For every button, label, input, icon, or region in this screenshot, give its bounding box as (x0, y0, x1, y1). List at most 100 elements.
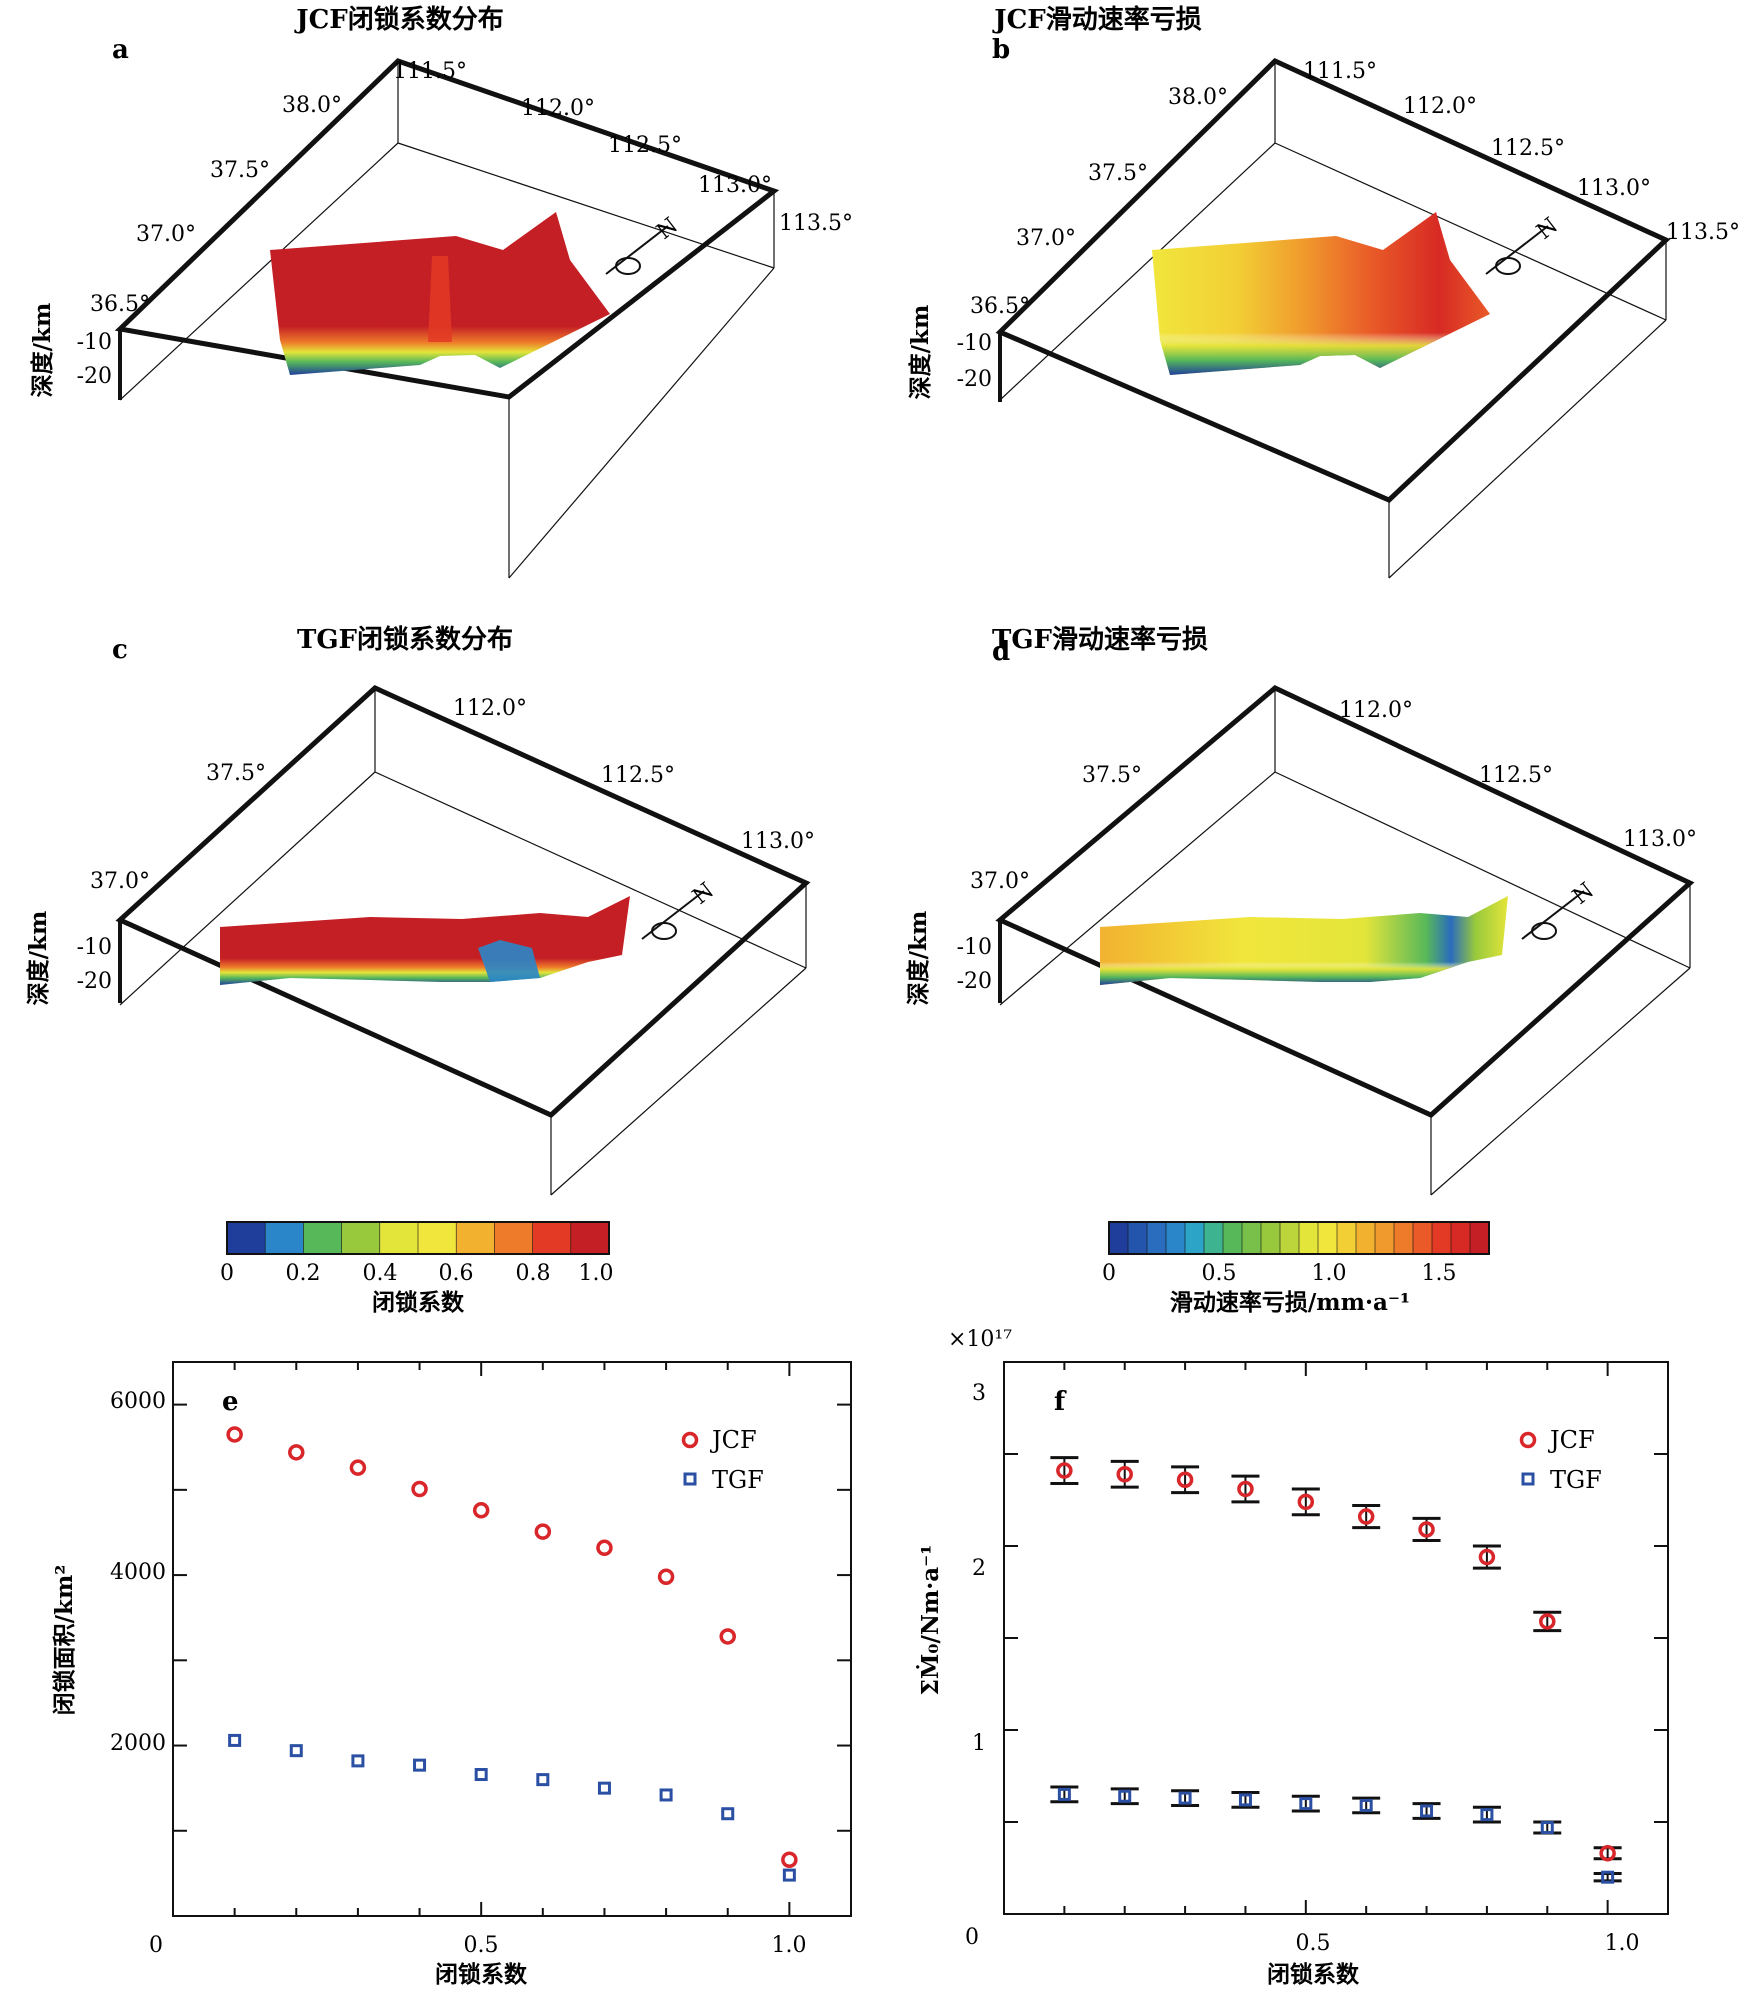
svg-text:112.5°: 112.5° (601, 763, 675, 788)
point-e-tgf (597, 1781, 611, 1795)
panel-c-lat-ticks: 37.0° 37.5° (90, 761, 266, 894)
panel-c: TGF闭锁系数分布 c N 112.0° 112.5° 113.0° (25, 624, 815, 1196)
panel-d-box (995, 685, 1695, 1196)
colorbar-swatch (1374, 1221, 1395, 1255)
point-e-tgf (659, 1788, 673, 1802)
svg-text:0: 0 (1102, 1261, 1116, 1286)
point-e-tgf (721, 1807, 735, 1821)
colorbar-slip-deficit: 0 0.5 1.0 1.5 滑动速率亏损/mm·a⁻¹ (1102, 1221, 1490, 1316)
svg-text:0.5: 0.5 (464, 1933, 499, 1958)
point-f-tgf (1601, 1870, 1615, 1884)
svg-text:-20: -20 (957, 969, 992, 994)
legend-f-tgf-marker (1521, 1472, 1535, 1486)
colorbar-swatch (379, 1221, 419, 1255)
panel-f-y-tick-labels: 1 2 3 (972, 1381, 986, 1756)
point-e-tgf (351, 1754, 365, 1768)
panel-d-letter: d (992, 637, 1010, 667)
panel-d-lon-ticks: 112.0° 112.5° 113.0° (1339, 698, 1697, 852)
point-e-jcf (719, 1628, 736, 1645)
panel-c-lon-ticks: 112.0° 112.5° 113.0° (453, 696, 815, 854)
panel-a-depth-ticks: -10 -20 (77, 330, 112, 389)
point-f-tgf (1480, 1808, 1494, 1822)
colorbar-swatch (417, 1221, 458, 1255)
colorbar-locking-label: 闭锁系数 (372, 1289, 465, 1316)
panel-a-title: JCF闭锁系数分布 (294, 4, 503, 35)
legend-e-jcf-marker (681, 1431, 699, 1449)
panel-a-lat-ticks: 36.5° 37.0° 37.5° 38.0° (90, 93, 342, 317)
point-e-tgf (413, 1758, 427, 1772)
colorbar-swatch (494, 1221, 534, 1255)
colorbar-swatch (1355, 1221, 1376, 1255)
panel-e-x-label: 闭锁系数 (435, 1961, 528, 1988)
svg-text:-20: -20 (77, 969, 112, 994)
svg-text:37.5°: 37.5° (206, 761, 266, 786)
colorbar-swatch (1222, 1221, 1243, 1255)
panel-c-box (115, 685, 811, 1196)
point-f-jcf (1539, 1613, 1556, 1630)
point-f-jcf (1237, 1480, 1254, 1498)
svg-text:113.5°: 113.5° (779, 211, 853, 236)
panel-b-lon-ticks: 111.5° 112.0° 112.5° 113.0° 113.5° (1303, 59, 1740, 245)
colorbar-swatch (1317, 1221, 1338, 1255)
point-f-jcf (1176, 1471, 1194, 1489)
panel-b-fault (1152, 212, 1490, 375)
colorbar-swatch (1469, 1221, 1490, 1255)
colorbar-swatch (1108, 1221, 1129, 1255)
point-f-tgf (1299, 1797, 1313, 1811)
colorbar-swatch (1450, 1221, 1471, 1255)
colorbar-swatch (1336, 1221, 1357, 1255)
point-e-jcf (349, 1459, 367, 1476)
svg-text:37.0°: 37.0° (970, 869, 1030, 894)
panel-e-x-tick-labels: 0 0.5 1.0 (149, 1933, 807, 1958)
svg-text:37.0°: 37.0° (90, 869, 150, 894)
colorbar-swatch (1241, 1221, 1262, 1255)
panel-e-y-label: 闭锁面积/km² (51, 1565, 78, 1716)
svg-text:0: 0 (149, 1933, 163, 1958)
colorbar-swatch (1184, 1221, 1205, 1255)
panel-b-north-label: N (1532, 213, 1563, 245)
point-e-tgf (289, 1744, 303, 1758)
panel-d-fault (1100, 896, 1508, 985)
colorbar-swatch (1298, 1221, 1319, 1255)
svg-text:1.0: 1.0 (1605, 1931, 1640, 1956)
panel-f-multiplier: ×10¹⁷ (948, 1327, 1012, 1352)
colorbar-swatch (341, 1221, 381, 1255)
legend-e-tgf-label: TGF (712, 1466, 764, 1494)
svg-text:1: 1 (972, 1731, 986, 1756)
point-f-tgf (1238, 1793, 1252, 1807)
colorbar-swatch (1165, 1221, 1186, 1255)
panel-b-depth-label: 深度/km (907, 305, 934, 400)
svg-text:0.5: 0.5 (1296, 1931, 1331, 1956)
colorbar-swatch (1203, 1221, 1224, 1255)
svg-text:37.5°: 37.5° (1082, 763, 1142, 788)
point-f-tgf (1420, 1804, 1434, 1818)
panel-f-x-label: 闭锁系数 (1267, 1961, 1360, 1988)
panel-c-north-label: N (688, 878, 719, 910)
panel-e-points (226, 1426, 798, 1882)
point-e-tgf (782, 1868, 796, 1882)
svg-text:36.5°: 36.5° (970, 294, 1030, 319)
svg-text:-20: -20 (77, 364, 112, 389)
point-f-tgf (1540, 1821, 1554, 1835)
svg-text:1.0: 1.0 (579, 1261, 614, 1286)
svg-text:112.0°: 112.0° (1339, 698, 1413, 723)
svg-text:0.2: 0.2 (286, 1261, 321, 1286)
point-f-tgf (1118, 1789, 1132, 1803)
panel-b-depth-ticks: -10 -20 (957, 331, 992, 392)
colorbar-locking: 0 0.2 0.4 0.6 0.8 1.0 闭锁系数 (220, 1221, 614, 1316)
point-f-jcf (1297, 1493, 1315, 1511)
panel-a-lon-ticks: 111.5° 112.0° 112.5° 113.0° 113.5° (393, 59, 853, 236)
panel-d-north-arrow (1521, 890, 1585, 940)
svg-text:0.8: 0.8 (516, 1261, 551, 1286)
svg-text:1.0: 1.0 (1312, 1261, 1347, 1286)
point-f-jcf (1357, 1508, 1375, 1525)
panel-b-box (995, 58, 1671, 579)
legend-f-jcf-label: JCF (1547, 1426, 1595, 1454)
panel-e-legend: JCF TGF (681, 1426, 764, 1494)
svg-text:2000: 2000 (110, 1731, 166, 1756)
point-e-tgf (536, 1773, 550, 1787)
panel-f-axis-ticks (1004, 1361, 1668, 1914)
svg-text:36.5°: 36.5° (90, 292, 150, 317)
svg-text:-10: -10 (957, 935, 992, 960)
point-f-tgf (1057, 1787, 1071, 1801)
